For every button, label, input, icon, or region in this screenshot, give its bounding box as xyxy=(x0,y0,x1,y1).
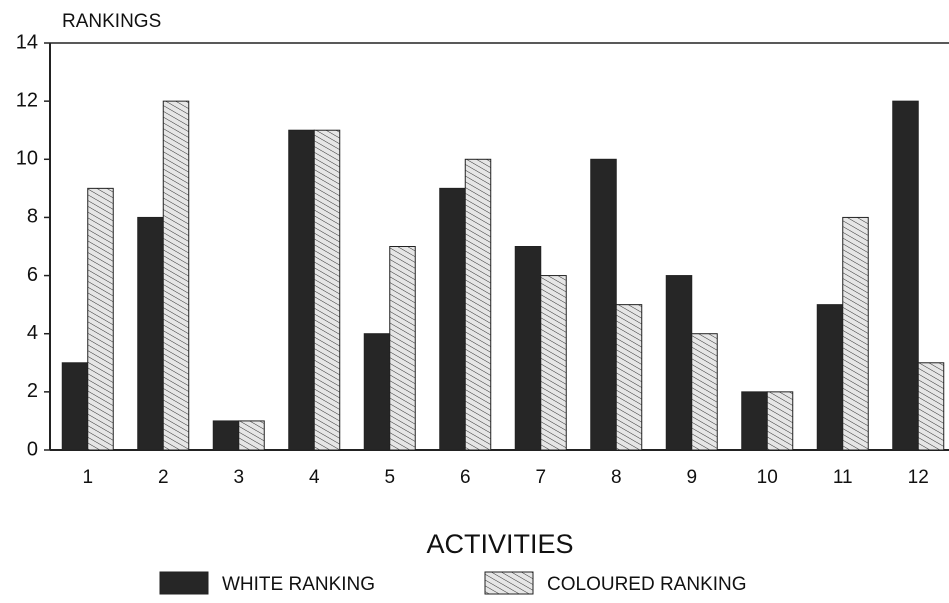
legend-label: COLOURED RANKING xyxy=(547,574,747,595)
bar xyxy=(842,216,869,451)
y-tick-label: 14 xyxy=(16,31,38,53)
y-tick-label: 0 xyxy=(27,438,38,460)
y-tick-label: 12 xyxy=(16,89,38,111)
bar xyxy=(212,420,240,451)
bar xyxy=(766,391,794,451)
bar xyxy=(741,391,768,451)
legend-label: WHITE RANKING xyxy=(222,574,375,595)
bar xyxy=(389,246,416,451)
bar xyxy=(590,158,617,451)
bar xyxy=(514,246,542,451)
bar xyxy=(137,216,164,451)
bar xyxy=(439,187,466,451)
legend-swatch xyxy=(159,571,209,595)
bar xyxy=(238,420,265,451)
bar xyxy=(615,304,643,451)
bar xyxy=(691,333,718,451)
y-tick-label: 10 xyxy=(16,148,38,170)
x-tick-label: 4 xyxy=(309,467,320,488)
x-axis-label: ACTIVITIES xyxy=(426,529,573,559)
bar xyxy=(665,275,693,451)
bar xyxy=(162,100,190,451)
bar xyxy=(540,275,567,451)
bar xyxy=(61,362,89,451)
y-tick-label: 8 xyxy=(27,206,38,228)
x-tick-label: 2 xyxy=(158,467,169,488)
x-tick-label: 10 xyxy=(757,467,778,488)
x-tick-label: 9 xyxy=(686,467,697,488)
y-axis-label: RANKINGS xyxy=(62,11,161,32)
bar xyxy=(288,129,315,451)
x-tick-label: 3 xyxy=(233,467,244,488)
bar xyxy=(892,100,919,451)
bar xyxy=(87,187,114,451)
bar xyxy=(917,362,945,451)
y-tick-label: 6 xyxy=(27,264,38,286)
y-tick-label: 4 xyxy=(27,322,38,344)
bar xyxy=(464,158,492,451)
x-tick-label: 5 xyxy=(384,467,395,488)
bar xyxy=(816,304,844,451)
bar xyxy=(313,129,341,451)
x-tick-label: 12 xyxy=(908,467,929,488)
x-tick-label: 11 xyxy=(833,467,853,488)
y-tick-label: 2 xyxy=(27,380,38,402)
x-tick-label: 8 xyxy=(611,467,622,488)
x-tick-label: 7 xyxy=(535,467,546,488)
legend-swatch xyxy=(484,571,534,595)
x-tick-label: 1 xyxy=(82,467,93,488)
bar xyxy=(363,333,391,451)
x-tick-label: 6 xyxy=(460,467,471,488)
